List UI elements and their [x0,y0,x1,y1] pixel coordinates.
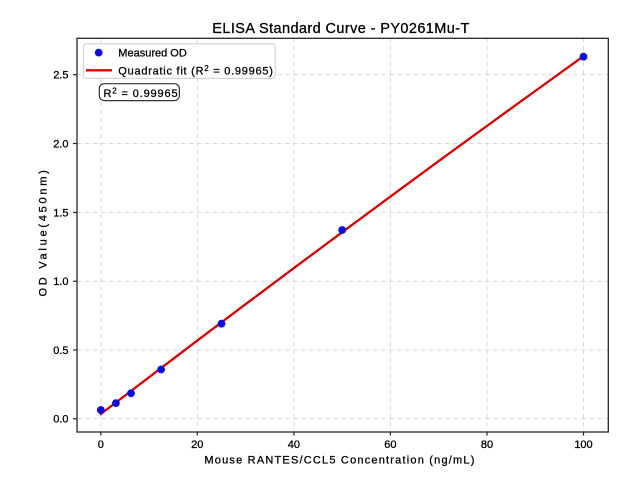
svg-text:R2 = 0.99965: R2 = 0.99965 [104,86,179,100]
svg-text:20: 20 [191,439,203,451]
svg-text:40: 40 [288,439,300,451]
svg-text:0.5: 0.5 [53,345,68,357]
svg-text:Mouse RANTES/CCL5 Concentratio: Mouse RANTES/CCL5 Concentration (ng/mL) [204,454,475,466]
svg-text:2.5: 2.5 [53,70,68,82]
svg-text:2.0: 2.0 [53,138,68,150]
svg-text:Measured OD: Measured OD [118,48,187,60]
svg-text:1.0: 1.0 [53,276,68,288]
svg-text:0: 0 [98,439,104,451]
svg-text:OD Value(450nm): OD Value(450nm) [38,167,50,296]
svg-text:100: 100 [574,439,592,451]
svg-text:Quadratic fit (R2 = 0.99965): Quadratic fit (R2 = 0.99965) [118,64,273,78]
svg-text:1.5: 1.5 [53,207,68,219]
svg-text:80: 80 [481,439,493,451]
svg-text:ELISA Standard Curve - PY0261M: ELISA Standard Curve - PY0261Mu-T [212,21,469,37]
svg-text:60: 60 [384,439,396,451]
svg-text:0.0: 0.0 [53,414,68,426]
